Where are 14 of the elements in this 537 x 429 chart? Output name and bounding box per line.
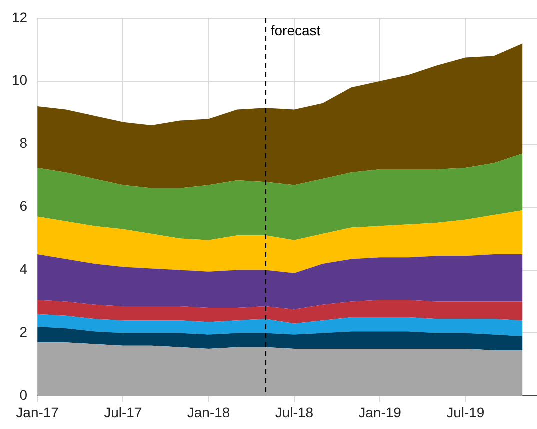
y-tick-label: 4 <box>20 261 28 278</box>
x-tick-label: Jan-19 <box>358 404 402 420</box>
x-tick-label: Jul-17 <box>104 404 142 420</box>
y-tick-label: 12 <box>12 9 28 26</box>
y-tick-label: 6 <box>20 198 28 214</box>
x-tick-label: Jan-18 <box>187 404 230 420</box>
ref-line-label: forecast <box>270 22 321 38</box>
x-tick-label: Jan-17 <box>16 404 60 420</box>
y-tick-label: 2 <box>20 324 28 340</box>
y-tick-label: 0 <box>20 387 28 404</box>
y-tick-label: 10 <box>12 72 28 88</box>
y-tick-label: 8 <box>20 135 28 152</box>
x-tick-label: Jul-18 <box>275 404 314 420</box>
x-tick-label: Jul-19 <box>446 404 485 420</box>
